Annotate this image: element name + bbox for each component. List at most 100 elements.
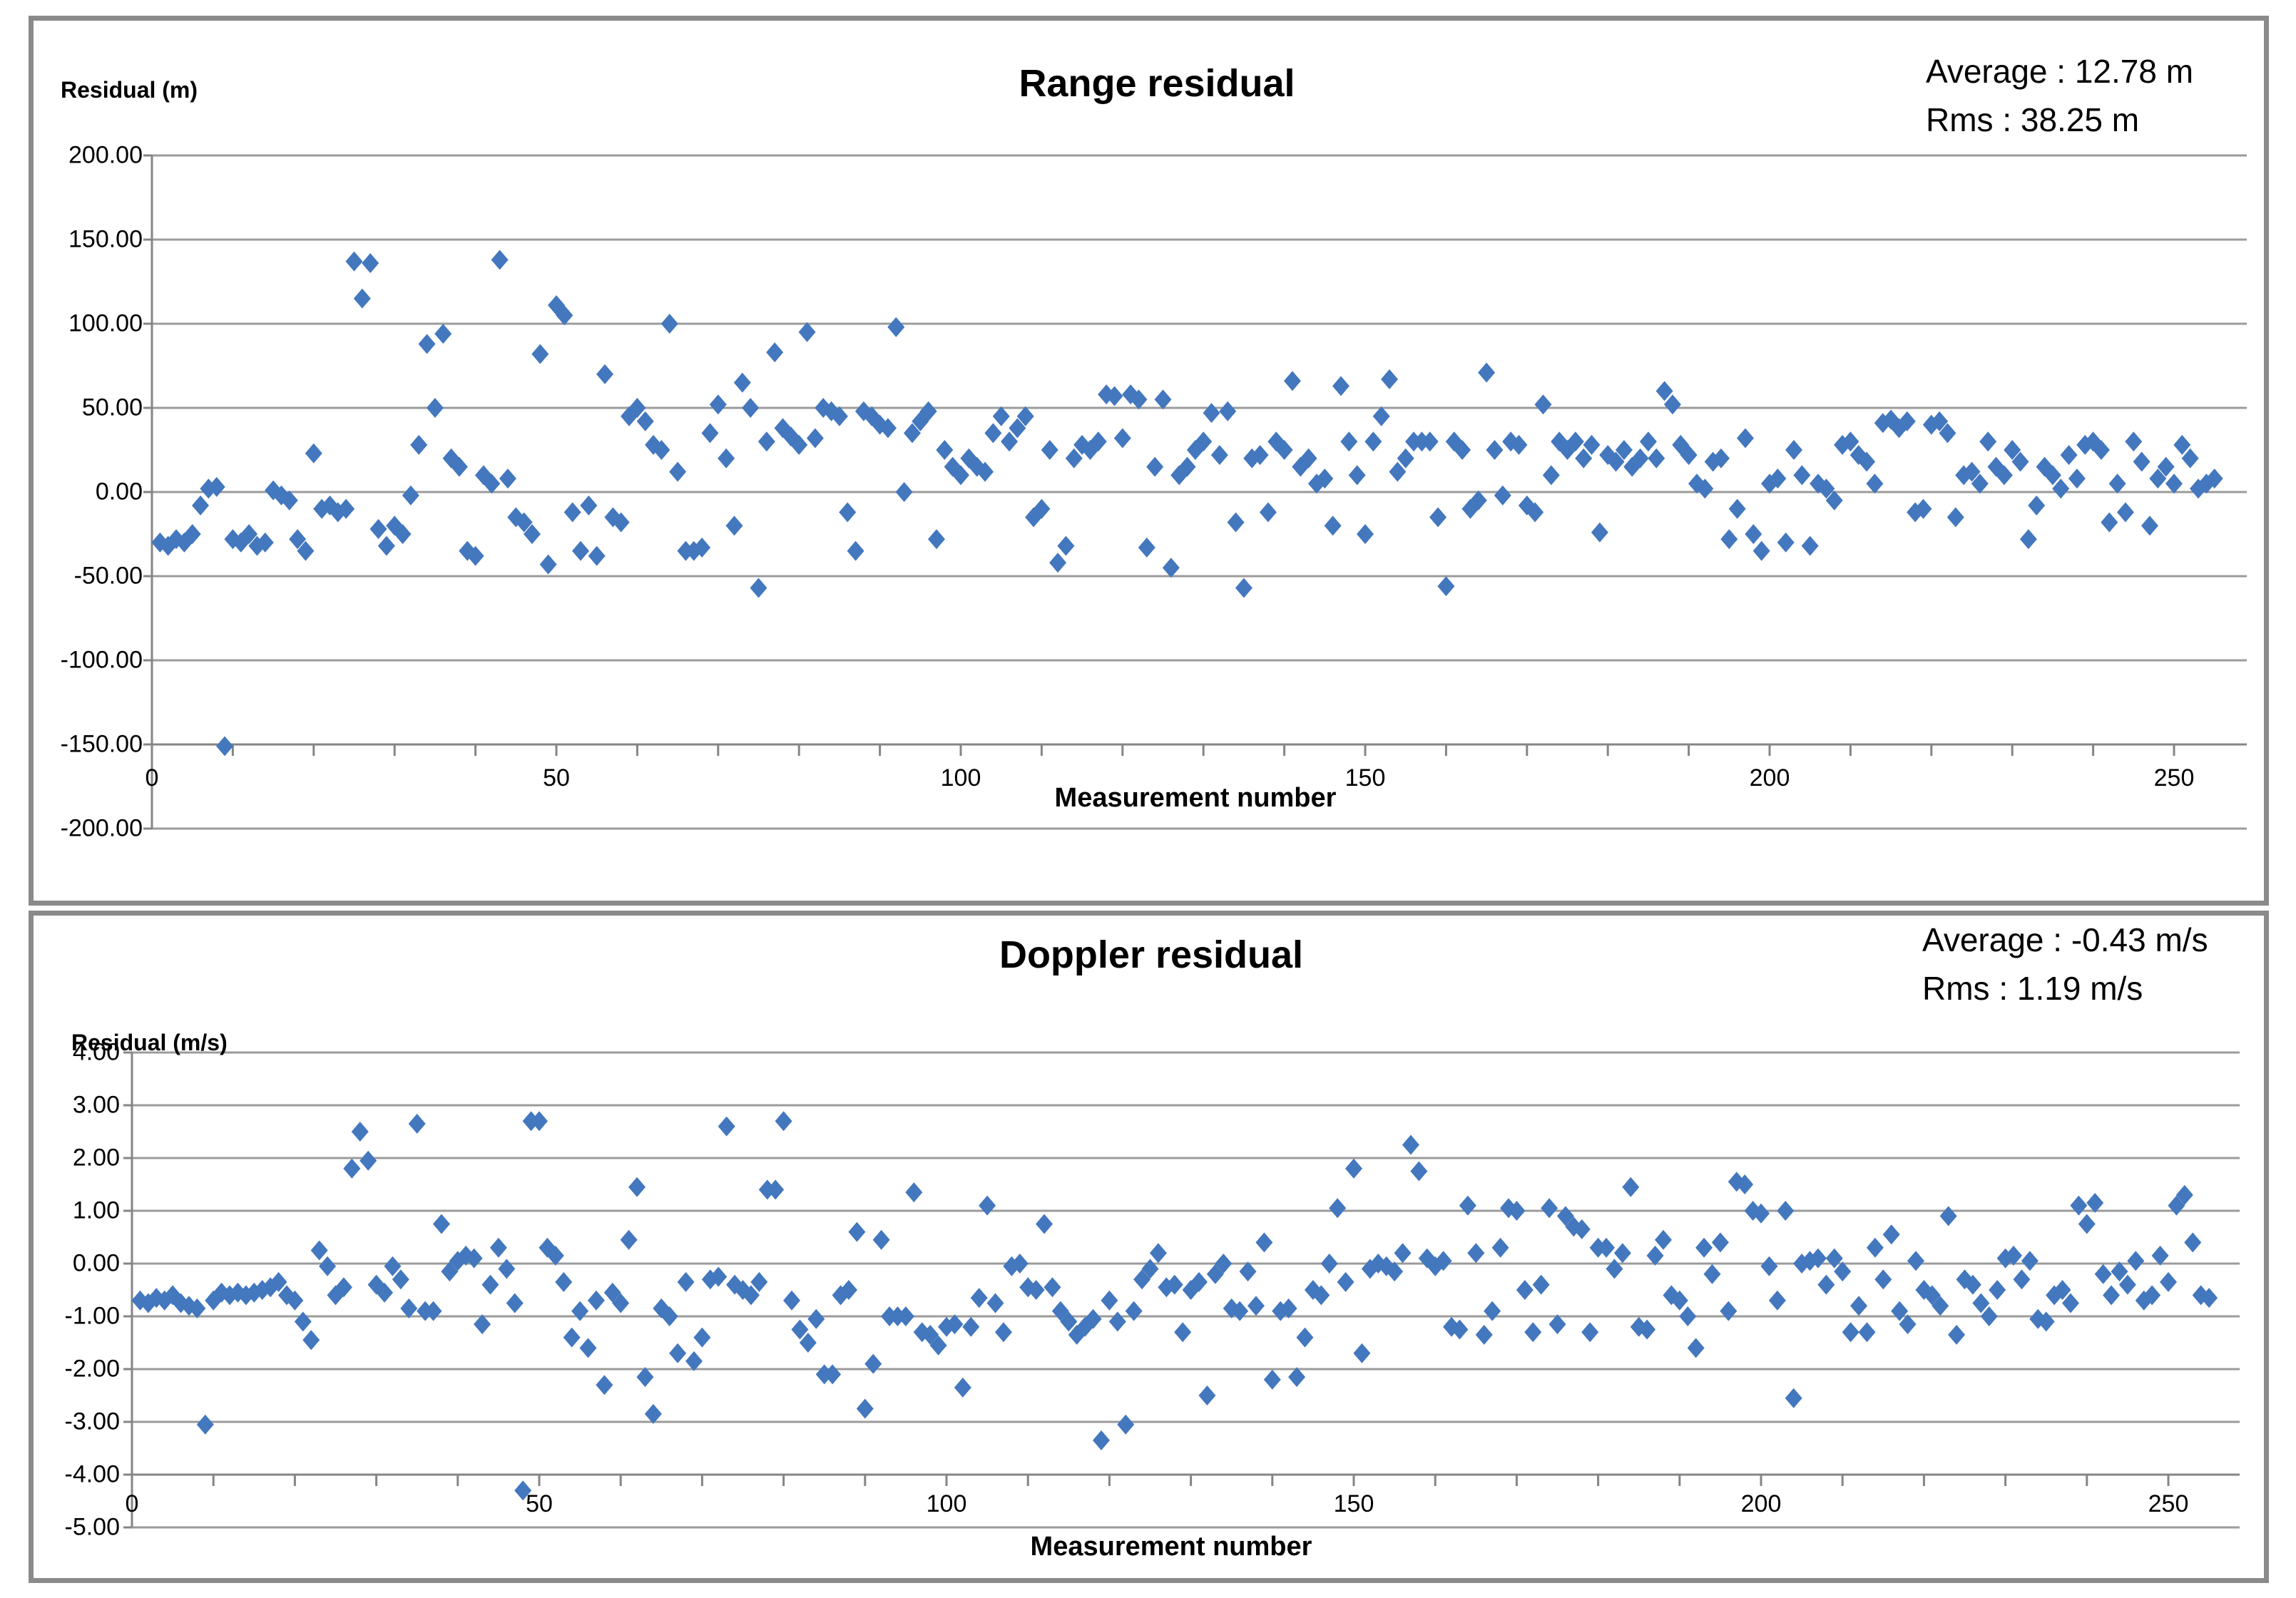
scatter-point <box>1932 1296 1949 1316</box>
scatter-point <box>2165 473 2183 494</box>
scatter-point <box>1874 1269 1892 1290</box>
scatter-point <box>1332 376 1349 396</box>
x-tick-label: 100 <box>926 1490 967 1517</box>
scatter-point <box>1036 1214 1053 1234</box>
x-tick-label: 250 <box>2153 764 2195 792</box>
scatter-point <box>531 1111 548 1132</box>
scatter-point <box>1639 431 1657 452</box>
scatter-point <box>653 440 670 460</box>
scatter-point <box>1728 498 1746 519</box>
scatter-point <box>1680 445 1698 466</box>
scatter-point <box>1162 558 1180 578</box>
scatter-point <box>1907 1251 1924 1271</box>
scatter-point <box>2019 529 2037 550</box>
scatter-point <box>895 482 913 502</box>
x-tick-label: 0 <box>145 764 159 792</box>
scatter-point <box>1989 1280 2006 1300</box>
scatter-point <box>1353 1343 1371 1363</box>
y-tick-label: 0.00 <box>72 1249 120 1277</box>
scatter-point <box>2061 1293 2079 1313</box>
y-tick-label: -200.00 <box>60 814 143 842</box>
y-tick-label: 150.00 <box>68 225 143 253</box>
scatter-point <box>919 401 937 421</box>
scatter-point <box>302 1330 320 1351</box>
scatter-point <box>1329 1198 1347 1219</box>
scatter-point <box>1745 524 1762 544</box>
scatter-point <box>319 1256 337 1276</box>
scatter-point <box>2060 445 2078 466</box>
scatter-point <box>1454 440 1471 460</box>
scatter-point <box>1972 1293 1990 1313</box>
scatter-point <box>2108 473 2126 494</box>
scatter-point <box>791 1319 809 1340</box>
scatter-point <box>2011 451 2029 472</box>
scatter-point <box>208 476 225 497</box>
scatter-point <box>491 250 509 270</box>
scatter-point <box>1866 473 1884 494</box>
scatter-point <box>1283 371 1301 391</box>
scatter-point <box>929 1335 947 1356</box>
scatter-point <box>596 364 614 384</box>
scatter-point <box>1320 1254 1338 1274</box>
scatter-point <box>1979 431 1997 452</box>
scatter-point <box>1736 428 1754 449</box>
scatter-point <box>733 372 751 393</box>
scatter-point <box>474 1314 491 1335</box>
x-tick-label: 200 <box>1749 764 1790 792</box>
scatter-point <box>1583 434 1601 455</box>
scatter-point <box>1494 485 1511 506</box>
scatter-point <box>294 1311 312 1332</box>
scatter-point <box>1834 1261 1852 1282</box>
scatter-point <box>310 1240 328 1261</box>
scatter-point <box>1695 1237 1713 1258</box>
scatter-point <box>1508 1201 1526 1221</box>
scatter-point <box>1027 1280 1045 1300</box>
y-tick-label: -2.00 <box>64 1355 121 1383</box>
scatter-point <box>1467 1243 1485 1264</box>
y-tick-label: -5.00 <box>64 1513 121 1541</box>
scatter-point <box>1133 1269 1151 1290</box>
scatter-point <box>2133 451 2150 472</box>
scatter-point <box>1130 389 1148 410</box>
scatter-point <box>1101 1290 1118 1311</box>
scatter-point <box>1638 1319 1656 1340</box>
scatter-point <box>1011 1254 1029 1274</box>
scatter-point <box>644 1403 662 1424</box>
scatter-point <box>2044 465 2061 486</box>
scatter-point <box>1825 490 1843 511</box>
scatter-point <box>1541 1198 1558 1219</box>
scatter-point <box>1720 1301 1738 1321</box>
scatter-point <box>572 541 590 561</box>
scatter-point <box>903 423 921 444</box>
scatter-point <box>337 498 355 519</box>
scatter-point <box>2111 1261 2128 1282</box>
scatter-point <box>1534 394 1552 415</box>
scatter-point <box>750 578 767 598</box>
scatter-point <box>1486 440 1504 460</box>
scatter-point <box>1348 465 1366 486</box>
scatter-point <box>1138 537 1155 558</box>
scatter-point <box>1475 1324 1493 1345</box>
scatter-point <box>1247 1296 1265 1316</box>
scatter-point <box>864 1353 882 1374</box>
scatter-point <box>1768 1290 1786 1311</box>
scatter-point <box>709 394 727 415</box>
range-rms-text: Rms : 38.25 m <box>1926 101 2140 138</box>
scatter-point <box>514 1480 532 1501</box>
x-tick-label: 150 <box>1345 764 1386 792</box>
scatter-point <box>410 434 428 455</box>
scatter-point <box>992 406 1010 426</box>
scatter-point <box>1777 1201 1795 1221</box>
doppler-rms-text: Rms : 1.19 m/s <box>1922 970 2143 1007</box>
scatter-point <box>286 1290 304 1311</box>
scatter-point <box>465 1248 483 1269</box>
scatter-point <box>1882 1224 1900 1245</box>
scatter-point <box>1687 1338 1705 1358</box>
scatter-point <box>418 334 436 354</box>
x-tick-label: 250 <box>2148 1490 2189 1517</box>
scatter-point <box>1288 1367 1306 1388</box>
scatter-point <box>1141 1259 1159 1279</box>
x-tick-label: 50 <box>526 1490 553 1517</box>
scatter-point <box>359 1150 377 1171</box>
scatter-point <box>1566 431 1584 452</box>
